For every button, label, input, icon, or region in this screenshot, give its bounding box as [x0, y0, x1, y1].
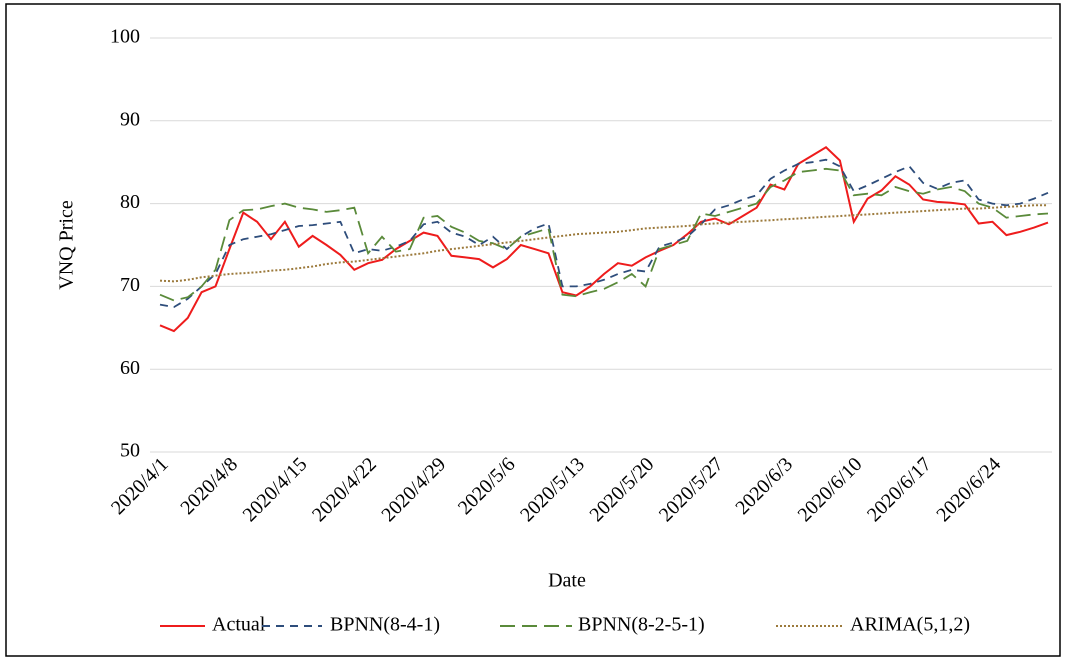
y-tick-label: 70 [120, 274, 140, 296]
y-tick-label: 90 [120, 108, 140, 130]
chart-border [5, 3, 1061, 657]
y-tick-label: 80 [120, 191, 140, 213]
series-line [159, 167, 1049, 302]
y-tick-label: 60 [120, 357, 140, 379]
legend-label: ARIMA(5,1,2) [850, 614, 970, 636]
x-axis-title: Date [548, 570, 586, 592]
y-axis-title: VNQ Price [56, 200, 78, 290]
legend-label: BPNN(8-2-5-1) [578, 614, 705, 636]
series-line [159, 146, 1049, 333]
y-tick-label: 100 [110, 26, 140, 48]
y-tick-label: 50 [120, 440, 140, 462]
series-line [159, 158, 1049, 309]
legend-label: Actual [212, 614, 266, 636]
series-line [159, 204, 1048, 283]
legend-label: BPNN(8-4-1) [330, 614, 440, 636]
